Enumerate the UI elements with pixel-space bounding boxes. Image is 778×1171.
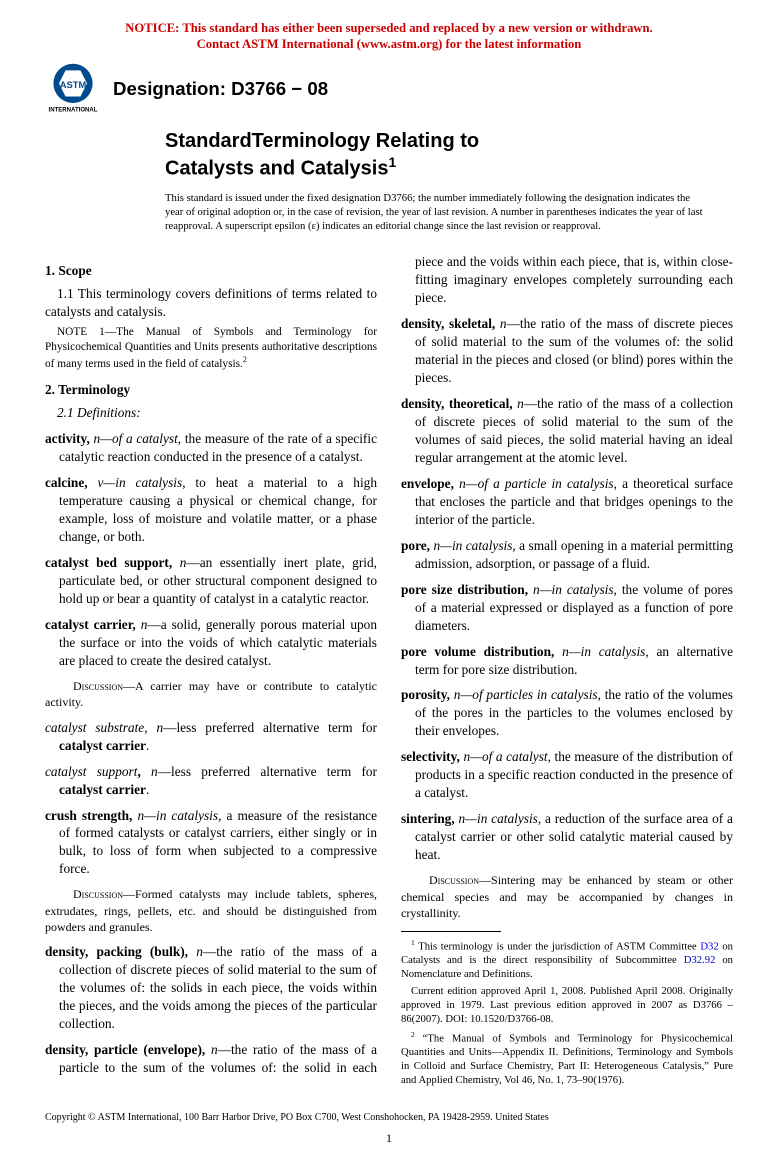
definition-item: selectivity, n—of a catalyst, the measur…	[401, 748, 733, 802]
title-line2: Catalysts and Catalysis	[165, 158, 388, 180]
body-columns: 1. Scope 1.1 This terminology covers def…	[45, 253, 733, 1088]
definition-item: sintering, n—in catalysis, a reduction o…	[401, 810, 733, 864]
definition-item: catalyst bed support, n—an essentially i…	[45, 554, 377, 608]
scope-para: 1.1 This terminology covers definitions …	[45, 285, 377, 321]
svg-text:INTERNATIONAL: INTERNATIONAL	[49, 107, 98, 113]
definitions-head: 2.1 Definitions:	[45, 404, 377, 422]
definition-item: porosity, n—of particles in catalysis, t…	[401, 686, 733, 740]
definition-item: catalyst substrate, n—less preferred alt…	[45, 719, 377, 755]
scope-head: 1. Scope	[45, 263, 377, 279]
footnote-1: 1 This terminology is under the jurisdic…	[401, 938, 733, 982]
notice-line1: NOTICE: This standard has either been su…	[125, 21, 653, 35]
definition-item: pore, n—in catalysis, a small opening in…	[401, 537, 733, 573]
definition-item: catalyst support, n—less preferred alter…	[45, 763, 377, 799]
footnote-1b: Current edition approved April 1, 2008. …	[401, 985, 733, 1027]
discussion: Discussion—A carrier may have or contrib…	[45, 678, 377, 710]
astm-logo: ASTM INTERNATIONAL	[45, 61, 101, 117]
scope-note: NOTE 1—The Manual of Symbols and Termino…	[45, 325, 377, 373]
link-d3292[interactable]: D32.92	[684, 955, 716, 966]
page-number: 1	[45, 1131, 733, 1146]
title-sup: 1	[388, 154, 396, 170]
title-block: StandardTerminology Relating to Catalyst…	[165, 129, 733, 182]
link-d32[interactable]: D32	[700, 941, 718, 952]
title: StandardTerminology Relating to Catalyst…	[165, 129, 733, 182]
notice-banner: NOTICE: This standard has either been su…	[45, 20, 733, 53]
definition-item: pore size distribution, n—in catalysis, …	[401, 581, 733, 635]
copyright: Copyright © ASTM International, 100 Barr…	[45, 1112, 733, 1123]
terminology-head: 2. Terminology	[45, 382, 377, 398]
issue-note: This standard is issued under the fixed …	[165, 192, 733, 235]
footnote-2: 2 “The Manual of Symbols and Terminology…	[401, 1030, 733, 1088]
designation: Designation: D3766 − 08	[113, 78, 328, 100]
svg-text:ASTM: ASTM	[60, 80, 87, 90]
footnote-rule	[401, 931, 501, 932]
definition-item: envelope, n—of a particle in catalysis, …	[401, 475, 733, 529]
definition-item: density, theoretical, n—the ratio of the…	[401, 395, 733, 467]
definition-item: catalyst carrier, n—a solid, generally p…	[45, 616, 377, 670]
title-line1: StandardTerminology Relating to	[165, 130, 479, 152]
page: NOTICE: This standard has either been su…	[0, 0, 778, 1171]
definition-item: density, packing (bulk), n—the ratio of …	[45, 943, 377, 1033]
definition-item: calcine, v—in catalysis, to heat a mater…	[45, 474, 377, 546]
discussion: Discussion—Sintering may be enhanced by …	[401, 872, 733, 921]
definition-item: crush strength, n—in catalysis, a measur…	[45, 807, 377, 879]
definition-item: pore volume distribution, n—in catalysis…	[401, 643, 733, 679]
definition-item: density, skeletal, n—the ratio of the ma…	[401, 315, 733, 387]
discussion: Discussion—Formed catalysts may include …	[45, 886, 377, 935]
notice-line2: Contact ASTM International (www.astm.org…	[197, 37, 582, 51]
header-row: ASTM INTERNATIONAL Designation: D3766 − 0…	[45, 61, 733, 117]
definition-item: activity, n—of a catalyst, the measure o…	[45, 430, 377, 466]
